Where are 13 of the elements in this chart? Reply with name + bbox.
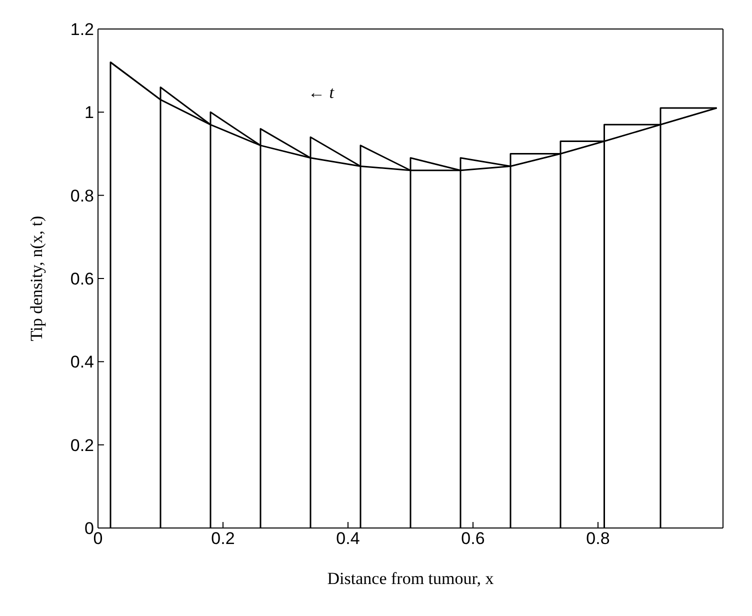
x-tick-label: 0.2 — [211, 529, 235, 548]
y-axis-title: Tip density, n(x, t) — [27, 216, 46, 342]
x-tick-label: 0.8 — [586, 529, 610, 548]
y-tick-label: 1.2 — [70, 20, 94, 40]
x-axis-title: Distance from tumour, x — [327, 569, 494, 588]
y-tick-label: 0.8 — [70, 186, 94, 206]
y-tick-label: 1 — [84, 103, 94, 122]
annotation: ← t — [308, 83, 334, 103]
y-tick-label: 0.2 — [70, 436, 94, 455]
x-tick-label: 0.6 — [461, 529, 485, 548]
y-tick-label: 0.4 — [70, 352, 94, 372]
y-tick-label: 0.6 — [70, 270, 94, 289]
x-tick-label: 0.4 — [336, 529, 360, 548]
